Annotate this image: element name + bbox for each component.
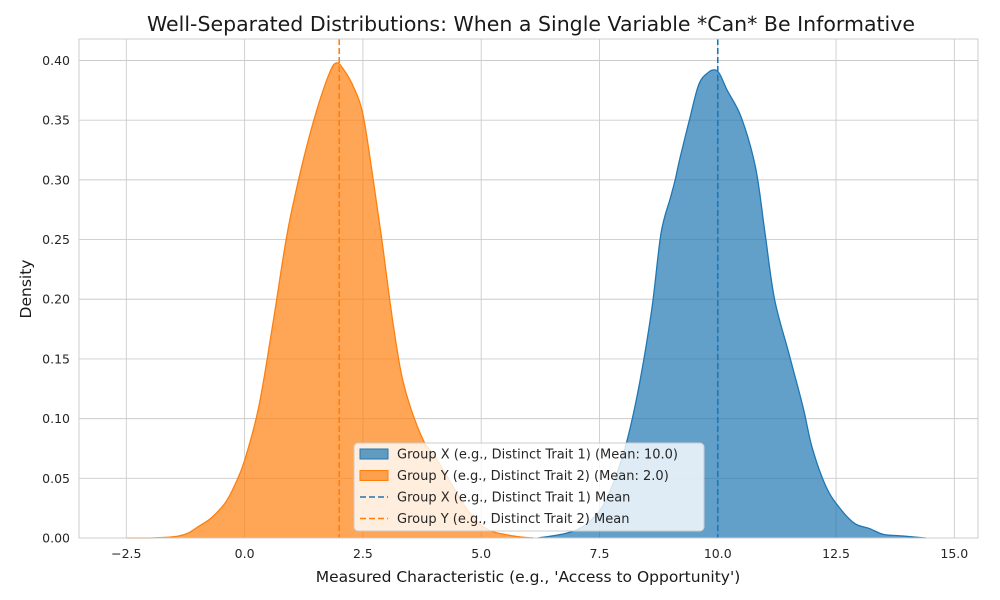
density-outline-0 xyxy=(537,69,927,539)
legend-label: Group X (e.g., Distinct Trait 1) Mean xyxy=(397,491,630,506)
x-tick-label: 12.5 xyxy=(822,546,850,561)
plot-frame xyxy=(78,38,979,539)
axes: −2.5 0.0 2.5 5.0 7.5 10.0 12.5 15.0 0.00 0.05 0.10… xyxy=(42,38,979,561)
legend-label: Group Y (e.g., Distinct Trait 2) Mean xyxy=(397,512,629,527)
x-tick-label: 15.0 xyxy=(940,546,968,561)
legend-label: Group X (e.g., Distinct Trait 1) (Mean: … xyxy=(397,448,678,463)
mean-lines xyxy=(338,39,719,538)
y-tick-label: 0.10 xyxy=(42,411,70,426)
x-tick-label: 7.5 xyxy=(590,546,610,561)
density-area-1 xyxy=(126,62,534,539)
y-tick-label: 0.05 xyxy=(42,471,70,486)
y-tick-label: 0.40 xyxy=(42,53,70,68)
x-tick-label: −2.5 xyxy=(111,546,141,561)
y-tick-label: 0.15 xyxy=(42,351,70,366)
y-tick-label: 0.00 xyxy=(42,531,70,546)
y-tick-label: 0.30 xyxy=(42,172,70,187)
x-tick-label: 2.5 xyxy=(353,546,373,561)
legend: Group X (e.g., Distinct Trait 1) (Mean: … xyxy=(353,442,705,532)
x-tick-label: 10.0 xyxy=(704,546,732,561)
y-tick-label: 0.25 xyxy=(42,232,70,247)
x-tick-label: 0.0 xyxy=(235,546,255,561)
legend-patch xyxy=(359,470,389,481)
legend-box xyxy=(353,442,705,532)
legend-label: Group Y (e.g., Distinct Trait 2) (Mean: … xyxy=(397,469,669,484)
chart-title: Well-Separated Distributions: When a Sin… xyxy=(147,12,915,36)
x-tick-label: 5.0 xyxy=(471,546,491,561)
density-area-0 xyxy=(537,69,926,538)
y-tick-label: 0.35 xyxy=(42,113,70,128)
y-tick-label: 0.20 xyxy=(42,292,70,307)
y-axis-title: Density xyxy=(17,260,35,319)
legend-patch xyxy=(359,448,389,460)
x-axis-title: Measured Characteristic (e.g., 'Access t… xyxy=(316,568,741,586)
